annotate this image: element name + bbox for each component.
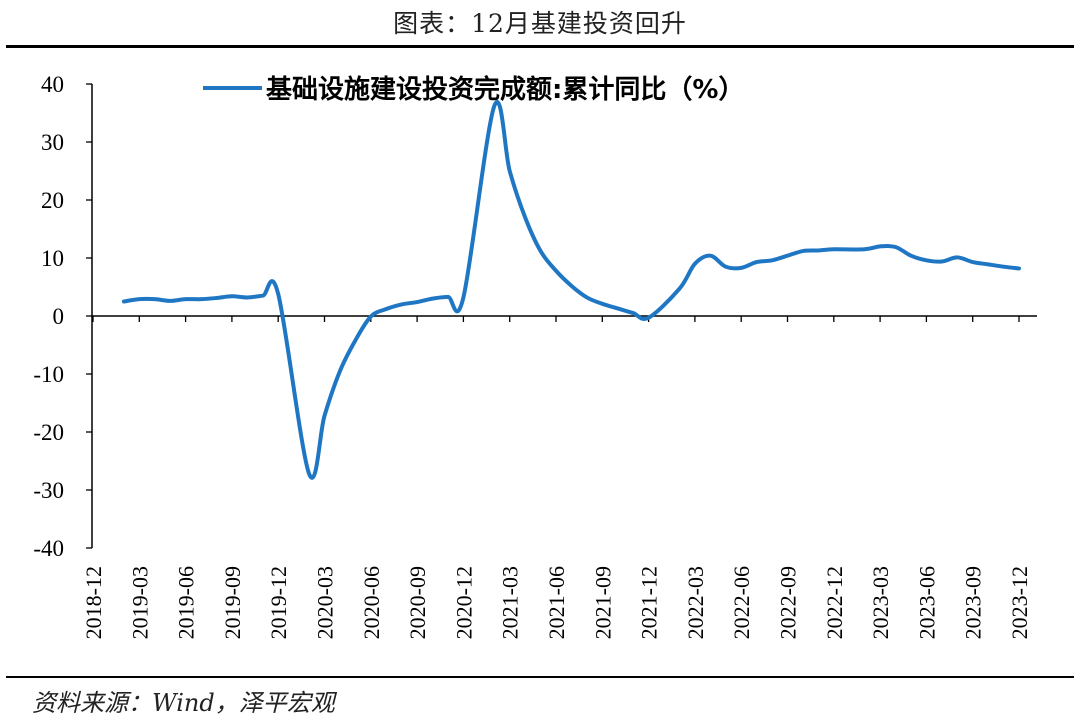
legend: 基础设施建设投资完成额:累计同比（%） <box>203 74 744 105</box>
chart-axes <box>86 84 1037 548</box>
x-tick-label: 2021-03 <box>498 566 523 639</box>
x-tick-label: 2020-09 <box>405 566 430 639</box>
y-tick-labels: 40 30 20 10 0 -10 -20 -30 -40 <box>33 72 64 561</box>
x-tick-label: 2019-06 <box>174 566 199 639</box>
y-tick-label: -20 <box>33 420 64 445</box>
series-line <box>124 102 1019 478</box>
y-tick-label: 30 <box>41 130 64 155</box>
x-tick-label: 2022-09 <box>776 566 801 639</box>
x-tick-labels: 2018-12 2019-03 2019-06 2019-09 2019-12 2020-… <box>81 566 1032 639</box>
source-note: 资料来源：Wind，泽平宏观 <box>32 683 335 718</box>
x-tick-label: 2020-03 <box>313 566 338 639</box>
x-tick-label: 2021-06 <box>544 566 569 639</box>
bottom-rule <box>6 676 1074 678</box>
x-tick-label: 2019-09 <box>220 566 245 639</box>
x-tick-label: 2023-06 <box>914 566 939 639</box>
y-tick-label: -40 <box>33 536 64 561</box>
x-tick-label: 2021-12 <box>637 566 662 639</box>
y-tick-label: -30 <box>33 478 64 503</box>
x-tick-label: 2022-12 <box>822 566 847 639</box>
y-tick-label: 10 <box>41 246 64 271</box>
x-tick-label: 2020-12 <box>451 566 476 639</box>
x-tick-label: 2023-12 <box>1007 566 1032 639</box>
x-tick-label: 2020-06 <box>359 566 384 639</box>
legend-label: 基础设施建设投资完成额:累计同比（%） <box>266 74 744 105</box>
x-tick-label: 2023-09 <box>961 566 986 639</box>
series-layer <box>124 102 1019 478</box>
y-tick-label: 40 <box>41 72 64 97</box>
x-tick-label: 2022-06 <box>729 566 754 639</box>
chart: 40 30 20 10 0 -10 -20 -30 -40 2018-12 2019-03 2019… <box>0 0 1080 676</box>
x-tick-label: 2019-12 <box>266 566 291 639</box>
y-tick-label: -10 <box>33 362 64 387</box>
x-tick-label: 2021-09 <box>590 566 615 639</box>
y-tick-label: 20 <box>41 188 64 213</box>
x-tick-label: 2022-03 <box>683 566 708 639</box>
y-tick-label: 0 <box>53 304 65 329</box>
x-tick-label: 2023-03 <box>868 566 893 639</box>
x-tick-label: 2019-03 <box>127 566 152 639</box>
x-tick-label: 2018-12 <box>81 566 106 639</box>
